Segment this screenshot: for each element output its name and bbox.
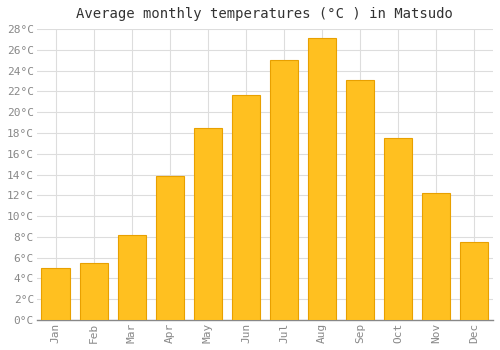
Bar	[308, 38, 336, 320]
Bar	[384, 138, 412, 320]
Bar	[42, 268, 70, 320]
Bar	[80, 263, 108, 320]
Bar	[422, 193, 450, 320]
Title: Average monthly temperatures (°C ) in Matsudo: Average monthly temperatures (°C ) in Ma…	[76, 7, 454, 21]
Bar	[194, 128, 222, 320]
Bar	[232, 94, 260, 320]
Bar	[118, 235, 146, 320]
Bar	[346, 80, 374, 320]
Bar	[156, 176, 184, 320]
Bar	[270, 60, 298, 320]
Bar	[460, 242, 488, 320]
